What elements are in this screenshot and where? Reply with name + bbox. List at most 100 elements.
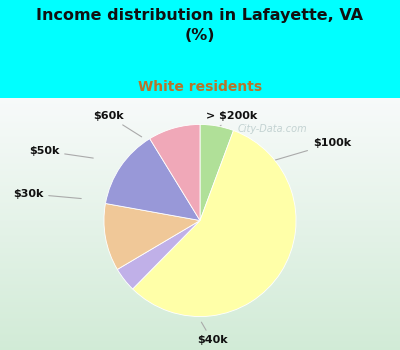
Bar [0,320,400,321]
Bar [0,187,400,188]
Bar [0,226,400,228]
Bar [0,286,400,287]
Bar [0,326,400,327]
Bar [0,112,400,113]
Bar [0,169,400,170]
Bar [0,181,400,182]
Bar [0,140,400,141]
Bar [0,240,400,241]
Bar [0,196,400,197]
Bar [0,174,400,175]
Text: $50k: $50k [29,146,93,158]
Bar [0,310,400,312]
Bar [0,339,400,340]
Bar [0,126,400,127]
Bar [0,292,400,293]
Bar [0,125,400,126]
Bar [0,120,400,121]
Bar [0,180,400,181]
Bar [0,111,400,112]
Bar [0,335,400,336]
Bar [0,122,400,123]
Bar [0,194,400,195]
Bar [0,104,400,105]
Bar [0,276,400,277]
Bar [0,100,400,101]
Bar [0,336,400,337]
Bar [0,247,400,248]
Bar [0,280,400,281]
Bar [0,213,400,214]
Bar [0,207,400,208]
Bar [0,172,400,173]
Bar [0,148,400,149]
Bar [0,237,400,238]
Bar [0,332,400,333]
Text: $100k: $100k [275,138,351,160]
Bar [0,328,400,329]
Bar [0,230,400,231]
Bar [0,259,400,260]
Wedge shape [106,139,200,220]
Bar [0,124,400,125]
Bar [0,337,400,338]
Bar [0,161,400,162]
Bar [0,338,400,339]
Bar [0,182,400,183]
Bar [0,156,400,157]
Bar [0,229,400,230]
Bar [0,109,400,110]
Bar [0,268,400,270]
Bar [0,163,400,164]
Bar [0,192,400,193]
Bar [0,297,400,298]
Bar [0,208,400,209]
Bar [0,224,400,225]
Bar [0,168,400,169]
Bar [0,123,400,124]
Bar [0,319,400,320]
Bar [0,235,400,236]
Bar [0,173,400,174]
Bar [0,210,400,211]
Bar [0,166,400,167]
Text: $30k: $30k [13,189,81,199]
Text: > $200k: > $200k [206,111,258,132]
Bar [0,188,400,189]
Bar [0,152,400,153]
Bar [0,212,400,213]
Wedge shape [150,125,200,220]
Bar [0,296,400,297]
Bar [0,248,400,249]
Bar [0,119,400,120]
Bar [0,272,400,273]
Bar [0,129,400,130]
Bar [0,128,400,129]
Bar [0,254,400,255]
Bar [0,348,400,349]
Bar [0,312,400,313]
Bar [0,183,400,184]
Bar [0,211,400,212]
Bar [0,288,400,289]
Bar [0,184,400,186]
Bar [0,329,400,330]
Bar [0,324,400,325]
Bar [0,197,400,198]
Bar [0,233,400,234]
Bar [0,251,400,252]
Bar [0,340,400,341]
Bar [0,266,400,267]
Bar [0,257,400,258]
Bar [0,106,400,107]
Bar [0,136,400,138]
Bar [0,232,400,233]
Bar [0,141,400,142]
Bar [0,300,400,301]
Bar [0,193,400,194]
Bar [0,98,400,99]
Bar [0,250,400,251]
Bar [0,150,400,151]
Bar [0,195,400,196]
Bar [0,289,400,290]
